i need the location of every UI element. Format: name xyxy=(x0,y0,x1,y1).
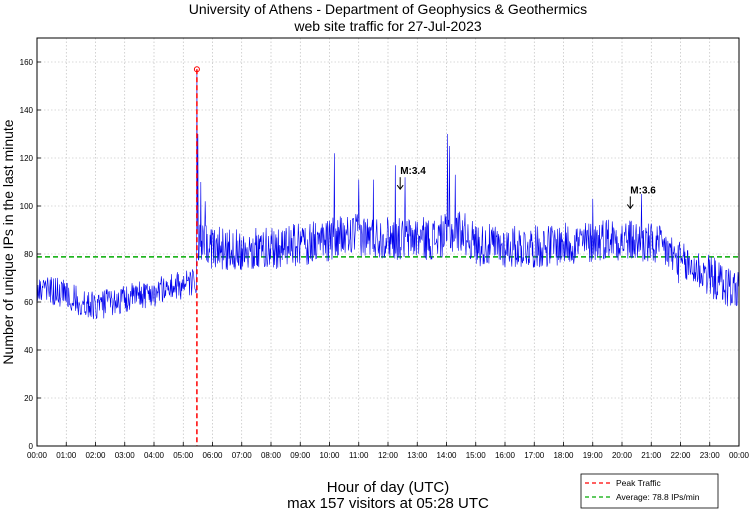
y-axis-label: Number of unique IPs in the last minute xyxy=(0,119,16,364)
annotation-label: M:3.6 xyxy=(630,185,656,196)
x-tick-label: 02:00 xyxy=(85,451,106,460)
x-tick-label: 16:00 xyxy=(495,451,516,460)
x-tick-label: 09:00 xyxy=(290,451,311,460)
y-tick-label: 160 xyxy=(20,58,34,67)
annotation-arrow-head xyxy=(626,204,634,210)
chart-title-line-1: University of Athens - Department of Geo… xyxy=(189,1,587,17)
x-tick-label: 21:00 xyxy=(641,451,662,460)
y-tick-label: 100 xyxy=(20,202,34,211)
legend: Peak Traffic Average: 78.8 IPs/min xyxy=(580,473,719,509)
y-tick-label: 140 xyxy=(20,106,34,115)
series-traffic xyxy=(36,69,739,320)
x-tick-label: 05:00 xyxy=(173,451,194,460)
max-visitors-subtitle: max 157 visitors at 05:28 UTC xyxy=(287,495,489,511)
x-tick-label: 06:00 xyxy=(202,451,223,460)
annotation: M:3.4 xyxy=(396,166,426,191)
y-tick-label: 80 xyxy=(24,250,33,259)
x-tick-label: 20:00 xyxy=(612,451,633,460)
annotation-label: M:3.4 xyxy=(400,166,426,177)
x-tick-label: 00:00 xyxy=(27,451,48,460)
x-axis-ticks: 00:00 01:00 02:00 03:00 04:00 05:00 06:00 07:00… xyxy=(27,442,750,460)
x-tick-label: 03:00 xyxy=(115,451,136,460)
x-tick-label: 12:00 xyxy=(378,451,399,460)
y-tick-label: 20 xyxy=(24,394,33,403)
x-tick-label: 10:00 xyxy=(319,451,340,460)
x-axis-label: Hour of day (UTC) xyxy=(327,479,450,496)
x-tick-label: 18:00 xyxy=(553,451,574,460)
legend-box xyxy=(580,473,719,509)
x-tick-label: 13:00 xyxy=(407,451,428,460)
peak-marker-group xyxy=(193,66,200,446)
legend-average-label: Average: 78.8 IPs/min xyxy=(616,492,700,502)
x-tick-label: 00:00 xyxy=(729,451,750,460)
x-tick-label: 11:00 xyxy=(349,451,369,460)
x-tick-label: 08:00 xyxy=(261,451,282,460)
x-tick-label: 15:00 xyxy=(466,451,487,460)
x-tick-label: 19:00 xyxy=(583,451,604,460)
y-axis-ticks: 0 20 40 60 80 100 120 140 160 xyxy=(20,58,41,451)
x-tick-label: 22:00 xyxy=(670,451,691,460)
annotation-arrow-head xyxy=(396,184,404,191)
earthquake-annotations: M:3.4 M:3.6 xyxy=(396,166,656,210)
y-tick-label: 40 xyxy=(24,346,33,355)
x-tick-label: 04:00 xyxy=(144,451,165,460)
legend-peak-label: Peak Traffic xyxy=(616,478,661,488)
x-tick-label: 23:00 xyxy=(700,451,721,460)
x-tick-label: 07:00 xyxy=(232,451,253,460)
y-tick-label: 60 xyxy=(24,298,33,307)
annotation: M:3.6 xyxy=(626,185,656,210)
traffic-line xyxy=(36,69,739,320)
x-tick-label: 17:00 xyxy=(524,451,545,460)
peak-point xyxy=(193,66,200,73)
y-tick-label: 0 xyxy=(29,442,34,451)
x-tick-label: 14:00 xyxy=(436,451,457,460)
chart-title-line-2: web site traffic for 27-Jul-2023 xyxy=(293,18,481,34)
x-tick-label: 01:00 xyxy=(56,451,77,460)
y-tick-label: 120 xyxy=(20,154,34,163)
